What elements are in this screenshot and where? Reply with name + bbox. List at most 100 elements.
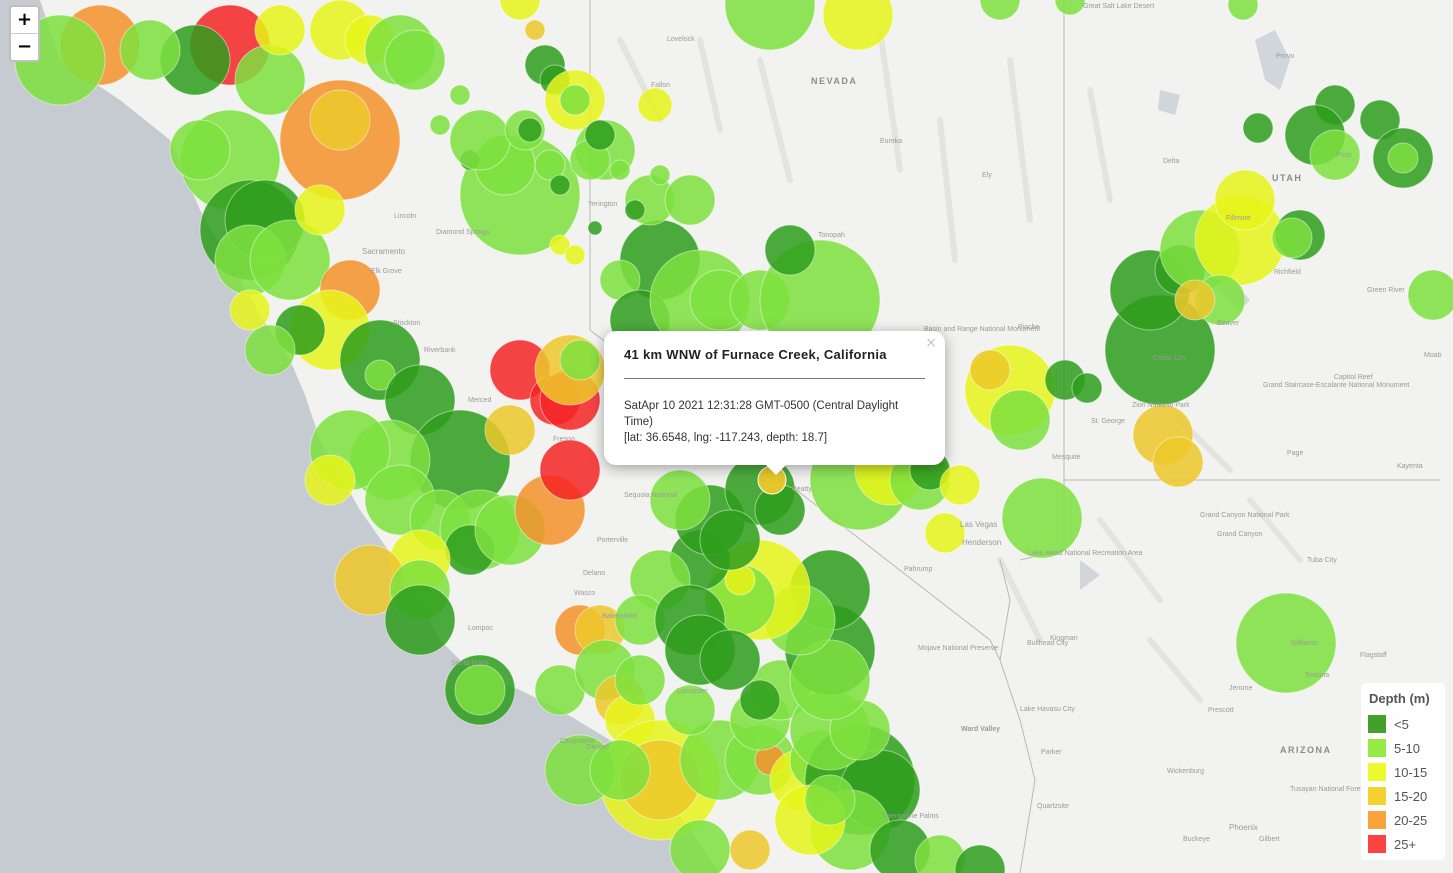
earthquake-marker[interactable] bbox=[229, 289, 271, 331]
earthquake-marker[interactable] bbox=[699, 509, 761, 571]
place-label: Zion National Park bbox=[1132, 402, 1190, 409]
place-label: Tusayan National Forest bbox=[1290, 786, 1366, 793]
earthquake-marker[interactable] bbox=[649, 469, 711, 531]
earthquake-marker[interactable] bbox=[484, 404, 536, 456]
earthquake-marker[interactable] bbox=[1407, 269, 1453, 321]
popup-time: SatApr 10 2021 12:31:28 GMT-0500 (Centra… bbox=[624, 400, 899, 428]
earthquake-marker[interactable] bbox=[524, 19, 546, 41]
earthquake-marker[interactable] bbox=[587, 220, 603, 236]
earthquake-marker[interactable] bbox=[384, 584, 456, 656]
earthquake-marker[interactable] bbox=[637, 87, 673, 123]
place-label: Santa Maria bbox=[451, 660, 489, 667]
earthquake-marker[interactable] bbox=[454, 664, 506, 716]
earthquake-marker[interactable] bbox=[304, 454, 356, 506]
earthquake-marker[interactable] bbox=[449, 109, 511, 171]
earthquake-marker[interactable] bbox=[989, 389, 1051, 451]
earthquake-marker[interactable] bbox=[649, 164, 671, 186]
earthquake-marker[interactable] bbox=[764, 224, 816, 276]
earthquake-marker[interactable] bbox=[1001, 477, 1083, 559]
place-label: Porterville bbox=[597, 537, 629, 544]
zoom-out-button[interactable]: − bbox=[11, 33, 38, 60]
legend-label: <5 bbox=[1394, 716, 1409, 732]
earthquake-marker[interactable] bbox=[559, 84, 591, 116]
place-label: Beaver bbox=[1217, 320, 1240, 327]
place-label: Twentynine Palms bbox=[882, 813, 939, 820]
earthquake-marker[interactable] bbox=[294, 184, 346, 236]
place-label: Lovelock bbox=[667, 36, 695, 43]
earthquake-marker[interactable] bbox=[1152, 436, 1204, 488]
earthquake-marker[interactable] bbox=[1235, 592, 1337, 694]
earthquake-marker[interactable] bbox=[549, 174, 571, 196]
earthquake-marker[interactable] bbox=[1271, 217, 1313, 259]
earthquake-marker[interactable] bbox=[664, 684, 716, 736]
place-label: Pioche bbox=[1018, 324, 1040, 331]
earthquake-marker[interactable] bbox=[589, 739, 651, 801]
place-label: Flagstaff bbox=[1360, 652, 1387, 659]
popup-close-button[interactable]: × bbox=[925, 335, 937, 351]
place-label: Bullhead City bbox=[1027, 640, 1069, 647]
earthquake-marker[interactable] bbox=[1227, 0, 1259, 21]
earthquake-markers[interactable] bbox=[14, 0, 1453, 873]
place-label: Gilbert bbox=[1259, 836, 1280, 843]
earthquake-marker[interactable] bbox=[1054, 0, 1086, 16]
earthquake-marker[interactable] bbox=[1174, 279, 1216, 321]
earthquake-marker[interactable] bbox=[939, 464, 981, 506]
earthquake-marker[interactable] bbox=[249, 219, 331, 301]
earthquake-marker[interactable] bbox=[549, 234, 571, 256]
earthquake-marker[interactable] bbox=[724, 0, 816, 51]
earthquake-marker[interactable] bbox=[924, 512, 966, 554]
earthquake-marker[interactable] bbox=[534, 149, 566, 181]
earthquake-marker[interactable] bbox=[517, 117, 543, 143]
earthquake-marker[interactable] bbox=[822, 0, 894, 51]
earthquake-marker[interactable] bbox=[669, 819, 731, 873]
earthquake-marker[interactable] bbox=[309, 89, 371, 151]
place-label: Grand Canyon bbox=[1217, 531, 1263, 538]
earthquake-marker[interactable] bbox=[614, 654, 666, 706]
earthquake-marker[interactable] bbox=[254, 4, 306, 56]
earthquake-marker[interactable] bbox=[804, 774, 856, 826]
earthquake-marker[interactable] bbox=[609, 159, 631, 181]
earthquake-marker[interactable] bbox=[1387, 142, 1419, 174]
earthquake-marker[interactable] bbox=[429, 114, 451, 136]
legend-swatch bbox=[1368, 763, 1386, 781]
earthquake-marker[interactable] bbox=[739, 679, 781, 721]
place-label: Lake Mead National Recreation Area bbox=[1028, 550, 1143, 557]
ocean bbox=[0, 0, 720, 873]
earthquake-marker[interactable] bbox=[539, 439, 601, 501]
place-label: Provo bbox=[1276, 53, 1295, 60]
earthquake-marker[interactable] bbox=[119, 19, 181, 81]
place-label: Elk Grove bbox=[371, 268, 402, 275]
place-label: Tonopah bbox=[818, 232, 845, 239]
earthquake-marker[interactable] bbox=[244, 324, 296, 376]
legend-swatch bbox=[1368, 787, 1386, 805]
earthquake-marker[interactable] bbox=[954, 844, 1006, 873]
earthquake-marker[interactable] bbox=[699, 629, 761, 691]
place-label: Wickenburg bbox=[1167, 768, 1204, 775]
earthquake-marker[interactable] bbox=[364, 359, 396, 391]
earthquake-marker[interactable] bbox=[1309, 129, 1361, 181]
earthquake-marker[interactable] bbox=[664, 174, 716, 226]
earthquake-marker[interactable] bbox=[979, 0, 1021, 21]
earthquake-marker[interactable] bbox=[449, 84, 471, 106]
place-label: Delta bbox=[1163, 158, 1180, 165]
earthquake-marker[interactable] bbox=[789, 639, 871, 721]
earthquake-marker[interactable] bbox=[584, 119, 616, 151]
earthquake-marker[interactable] bbox=[624, 199, 646, 221]
earthquake-marker[interactable] bbox=[499, 0, 541, 21]
earthquake-marker[interactable] bbox=[969, 349, 1011, 391]
earthquake-marker[interactable] bbox=[1242, 112, 1274, 144]
earthquake-marker[interactable] bbox=[169, 119, 231, 181]
earthquake-marker[interactable] bbox=[1214, 169, 1276, 231]
earthquake-marker[interactable] bbox=[559, 339, 601, 381]
place-label: Lake Havasu City bbox=[1020, 706, 1075, 713]
legend-item: 10-15 bbox=[1368, 760, 1438, 784]
place-label: Buckeye bbox=[1183, 836, 1210, 843]
earthquake-marker[interactable] bbox=[384, 29, 446, 91]
earthquake-marker[interactable] bbox=[564, 244, 586, 266]
zoom-in-button[interactable]: + bbox=[16, 9, 33, 30]
earthquake-marker[interactable] bbox=[729, 829, 771, 871]
earthquake-marker[interactable] bbox=[1071, 372, 1103, 404]
place-label: Sequoia National bbox=[624, 492, 678, 499]
place-label: Lompoc bbox=[468, 625, 493, 632]
